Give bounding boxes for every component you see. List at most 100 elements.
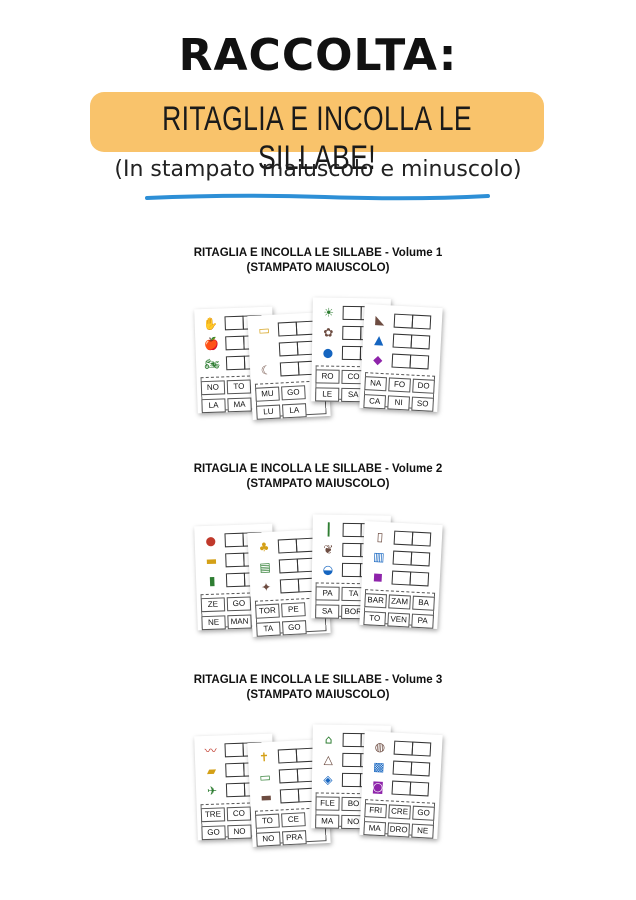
volume-2-title-line1: RITAGLIA E INCOLLA LE SILLABE - Volume 2 [193, 463, 443, 475]
answer-boxes [391, 353, 430, 370]
syllable-tile: NA [364, 376, 387, 392]
page-subtitle: (In stampato maiuscolo e minuscolo) [114, 157, 522, 182]
rose-icon: ✿ [323, 325, 334, 340]
syllable-tile: MA [227, 397, 252, 413]
answer-box [411, 741, 432, 757]
answer-boxes [277, 747, 316, 764]
title-banner-background [90, 92, 544, 152]
apple-icon: 🍎 [203, 336, 220, 352]
syllable-tile: BA [412, 595, 435, 611]
syllable-tile: GO [281, 385, 306, 401]
syllable-tile: NE [411, 823, 434, 839]
answer-box [411, 314, 432, 330]
sign-icon: ▭ [259, 769, 272, 785]
answer-box [224, 315, 244, 331]
lemon-icon: ● [205, 533, 217, 549]
motorbike-icon: 🏍 [204, 356, 220, 372]
volume-3-title-line2: (STAMPATO MAIUSCOLO) [246, 689, 390, 701]
answer-box [279, 361, 300, 377]
train-icon: ▰ [206, 763, 217, 778]
answer-box [342, 522, 362, 538]
volume-3-title: RITAGLIA E INCOLLA LE SILLABE - Volume 3… [0, 673, 636, 703]
answer-box [277, 538, 298, 554]
syllable-tile: VEN [387, 612, 410, 628]
answer-box [392, 333, 413, 349]
answer-box [225, 572, 246, 588]
volume-3-preview: 〰 ▰ ✈ TRE CO GO NO ✝ ▭ ▬ TO CE NO PRA ⌂ △ ◈ FLE BO MA NO ◍ ▩ ◙ F… [0, 724, 636, 855]
syllable-tile: LA [282, 403, 307, 419]
answer-box [342, 732, 362, 748]
syllable-tile: SO [411, 396, 434, 412]
answer-box [391, 780, 412, 796]
answer-box [225, 552, 245, 568]
answer-box [393, 313, 414, 329]
answer-boxes [391, 570, 430, 587]
answer-box [342, 305, 362, 321]
syllable-tile: BAR [364, 593, 387, 609]
syllable-tile: TO [255, 813, 280, 829]
answer-box [341, 772, 362, 788]
answer-boxes [391, 780, 430, 797]
faucet-icon: ◈ [323, 772, 333, 787]
syllable-tile: FLE [315, 796, 340, 811]
fig-icon: ● [322, 345, 334, 360]
worksheet-preview: ◣ ▲ ◆ NA FO DO CA NI SO [359, 304, 443, 412]
worksheet-preview: ◍ ▩ ◙ FRI CRE GO MA DRO NE [359, 731, 443, 839]
syllable-tile: NO [200, 380, 226, 396]
answer-box [225, 355, 246, 371]
syllable-tile: MA [363, 821, 387, 837]
answer-box [410, 551, 431, 567]
syllable-tile: MU [255, 386, 280, 402]
bottle-icon: ▯ [376, 529, 384, 545]
pot-icon: ◍ [374, 739, 386, 755]
hanger-icon: △ [323, 752, 334, 767]
answer-box [391, 570, 412, 586]
syllable-tile: TO [226, 379, 252, 395]
syllable-tile: NI [387, 395, 410, 411]
answer-box [225, 782, 246, 798]
syllable-tile: TOR [255, 603, 280, 619]
socks-icon: ▮ [208, 573, 216, 588]
syllable-tile: GO [282, 620, 307, 636]
chair-icon: ⌂ [324, 732, 333, 747]
volume-2-title: RITAGLIA E INCOLLA LE SILLABE - Volume 2… [0, 462, 636, 492]
volume-2-title-line2: (STAMPATO MAIUSCOLO) [246, 478, 390, 490]
steak-icon: ▬ [205, 553, 218, 569]
answer-boxes [392, 550, 431, 567]
syllable-tile: PA [411, 613, 434, 629]
rug-icon: ▭ [258, 322, 271, 338]
caterpillar-icon: 〰 [204, 743, 217, 759]
title-banner-text: RITAGLIA E INCOLLA LE SILLABE! [162, 100, 472, 177]
bird-icon: ✈ [206, 783, 218, 798]
cross-icon: ✝ [258, 750, 270, 765]
syllable-tile: TRE [200, 807, 226, 823]
answer-boxes [278, 340, 317, 357]
answer-box [342, 752, 362, 768]
answer-box [278, 341, 299, 357]
worksheet-preview: ▯ ▥ ◼ BAR ZAM BA TO VEN PA [359, 521, 443, 629]
mushroom-icon: ♣ [258, 539, 270, 555]
syllable-tile: CRE [388, 804, 411, 820]
answer-box [342, 542, 362, 558]
syllable-tile: ZE [200, 597, 226, 613]
answer-boxes [392, 760, 431, 777]
syllable-tile: GO [201, 825, 226, 841]
volume-2-preview: ● ▬ ▮ ZE GO NE MAN ♣ ▤ ✦ TOR PE TA GO ┃ ❦ ◒ PA TA SA BOR ▯ ▥ ◼ B… [0, 514, 636, 645]
syllable-tile: PA [315, 586, 340, 601]
syllable-tile: DRO [387, 822, 410, 838]
bag-icon: ◒ [322, 562, 334, 577]
answer-box [409, 781, 430, 797]
answer-box [277, 321, 298, 337]
answer-box [409, 354, 430, 370]
syllable-tile: GO [412, 805, 435, 821]
moon-icon: ☾ [260, 362, 272, 378]
syllable-tile: FRI [364, 803, 387, 819]
syllable-tile: CE [281, 812, 306, 828]
jar-icon: ◆ [372, 352, 383, 368]
picture-icon [257, 343, 274, 358]
syllable-tile: PE [281, 602, 306, 618]
answer-box [410, 761, 431, 777]
answer-box [225, 762, 245, 778]
syllable-tile: LU [256, 404, 281, 420]
syllable-tile: CO [226, 806, 252, 822]
